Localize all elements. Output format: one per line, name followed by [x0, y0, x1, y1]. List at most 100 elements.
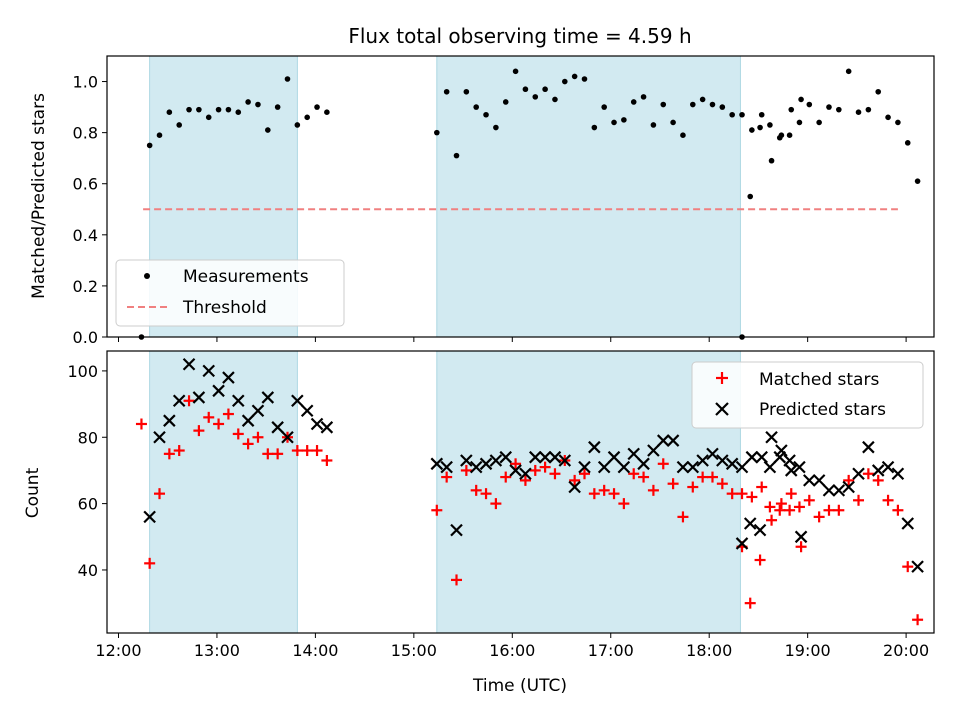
predicted-star-point — [281, 430, 294, 444]
top-y-axis-label: Matched/Predicted stars — [29, 93, 49, 299]
predicted-star-point — [891, 467, 905, 481]
predicted-star-point — [794, 530, 808, 544]
y-tick-label: 40 — [78, 561, 98, 580]
measurement-point — [611, 119, 617, 126]
measurement-point — [796, 119, 803, 126]
predicted-star-point — [862, 440, 875, 454]
predicted-star-point — [901, 517, 915, 530]
y-tick-label: 0.0 — [73, 328, 98, 347]
measurement-point — [689, 101, 696, 108]
predicted-star-point — [588, 440, 601, 454]
matched-star-point — [892, 504, 904, 516]
bottom-x-ticks: 12:00 13:00 14:00 15:00 16:00 17:00 18:00 19:00… — [95, 633, 929, 660]
matched-star-point — [813, 511, 825, 523]
y-tick-label: 0.2 — [73, 277, 98, 296]
matched-star-point — [793, 501, 805, 513]
top-shaded-regions — [149, 55, 741, 338]
predicted-star-point — [300, 404, 314, 417]
predicted-star-point — [548, 450, 562, 464]
legend-matched-label: Matched stars — [759, 370, 879, 390]
y-tick-label: 100 — [67, 362, 98, 381]
count-points — [135, 357, 924, 626]
measurement-point — [571, 73, 578, 80]
matched-star-point — [262, 448, 274, 460]
y-tick-label: 1.0 — [73, 73, 98, 92]
predicted-star-point — [745, 450, 759, 464]
measurement-point — [591, 124, 598, 131]
measurement-point — [895, 119, 901, 126]
bottom-y-axis-label: Count — [23, 467, 43, 518]
measurement-point — [798, 96, 804, 103]
x-axis-label: Time (UTC) — [472, 676, 567, 696]
top-legend-box — [115, 259, 345, 327]
matched-star-point — [785, 488, 797, 500]
measurement-point — [749, 127, 755, 133]
y-tick-label: 80 — [78, 428, 98, 447]
measurement-point — [914, 178, 921, 184]
measurement-point — [767, 122, 773, 128]
measurement-point — [875, 88, 882, 95]
predicted-star-point — [793, 460, 806, 474]
measurement-point — [463, 88, 470, 95]
predicted-star-point — [803, 474, 816, 487]
predicted-star-point — [310, 417, 324, 431]
measurement-point — [443, 88, 450, 95]
measurement-point — [453, 152, 460, 159]
predicted-star-point — [172, 394, 186, 408]
matched-star-point — [726, 488, 738, 500]
predicted-star-point — [241, 414, 255, 427]
predicted-star-point — [222, 371, 235, 384]
matched-star-point — [193, 425, 205, 437]
predicted-star-point — [842, 480, 855, 494]
measurement-point — [502, 99, 509, 105]
legend-measurement-marker — [144, 273, 150, 279]
matched-star-point — [628, 468, 640, 480]
predicted-star-point — [212, 384, 225, 398]
measurement-point — [640, 94, 647, 100]
measurement-point — [493, 124, 499, 131]
matched-star-point — [311, 445, 323, 457]
legend-predicted-marker — [715, 402, 729, 416]
predicted-star-point — [578, 460, 591, 474]
measurement-point — [855, 109, 862, 115]
predicted-star-point — [153, 430, 166, 444]
matched-star-point — [272, 448, 284, 460]
predicted-star-point — [637, 457, 650, 471]
predicted-star-point — [519, 467, 532, 481]
predicted-star-point — [852, 467, 865, 481]
predicted-star-point — [755, 450, 768, 464]
matched-star-point — [657, 458, 669, 470]
predicted-star-point — [735, 460, 749, 474]
predicted-star-point — [911, 560, 924, 573]
bottom-panel: 40 60 80 100 12:00 13:00 14:00 15:00 16:00 17:00… — [23, 350, 935, 696]
measurement-point — [757, 124, 763, 131]
matched-star-point — [833, 504, 845, 516]
bottom-shaded-regions — [149, 350, 741, 634]
predicted-star-point — [163, 414, 176, 427]
measurement-point — [314, 104, 320, 110]
bottom-axes-frame — [106, 350, 935, 634]
predicted-star-point — [499, 450, 513, 464]
predicted-star-point — [440, 460, 453, 474]
matched-star-point — [598, 484, 610, 496]
matched-star-point — [912, 614, 924, 626]
predicted-star-point — [182, 357, 196, 371]
measurement-point — [324, 109, 330, 115]
predicted-star-point — [558, 454, 572, 467]
matched-star-point — [746, 491, 758, 503]
predicted-star-point — [627, 447, 640, 461]
measurement-point — [522, 86, 529, 93]
measurement-point — [826, 104, 832, 110]
top-x-ticks — [117, 337, 907, 342]
predicted-star-point — [696, 454, 709, 467]
predicted-star-point — [725, 457, 739, 471]
measurement-point — [816, 119, 822, 126]
predicted-star-point — [656, 434, 670, 447]
predicted-star-point — [450, 523, 463, 537]
matched-star-point — [232, 428, 244, 440]
measurement-point — [806, 101, 813, 108]
x-tick-label: 13:00 — [194, 641, 240, 660]
matched-star-point — [252, 431, 264, 443]
measurement-point — [699, 96, 706, 103]
matched-star-point — [764, 501, 776, 513]
